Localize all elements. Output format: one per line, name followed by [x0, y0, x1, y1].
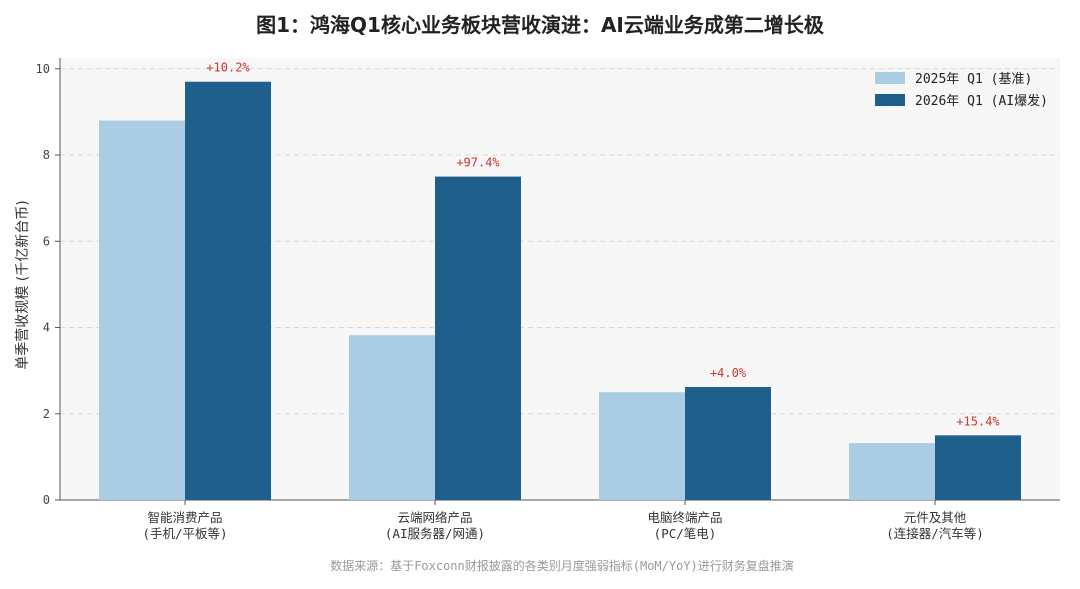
y-tick-label: 2 [43, 407, 50, 421]
x-tick-label: 电脑终端产品 [647, 510, 722, 525]
bar-series-2-2 [435, 176, 521, 500]
y-axis-label: 单季营收规模 (千亿新台币) [15, 200, 31, 369]
source-note: 数据来源：基于Foxconn财报披露的各类别月度强弱指标(MoM/YoY)进行财… [330, 558, 794, 573]
bar-series-1-2 [349, 335, 435, 500]
bar-series-1-1 [99, 120, 185, 501]
data-label-2: +97.4% [456, 156, 500, 170]
y-tick-label: 4 [43, 321, 50, 335]
x-tick-label: (手机/平板等) [142, 526, 227, 541]
legend-entry-1: 2025年 Q1 (基准) [915, 72, 1032, 87]
x-tick-label: (AI服务器/网通) [385, 526, 485, 541]
category-labels: 智能消费产品(手机/平板等) 云端网络产品(AI服务器/网通) 电脑终端产品(PC/… [142, 510, 983, 541]
bars [99, 81, 1021, 501]
chart-title: 图1：鸿海Q1核心业务板块营收演进：AI云端业务成第二增长极 [256, 13, 825, 37]
data-label-3: +4.0% [710, 366, 747, 380]
legend-swatch-1 [875, 72, 905, 84]
bar-series-2-3 [685, 387, 771, 500]
legend: 2025年 Q1 (基准) 2026年 Q1 (AI爆发) [875, 72, 1048, 109]
data-label-4: +15.4% [956, 414, 1000, 428]
x-tick-label: 元件及其他 [904, 510, 967, 525]
legend-entry-2: 2026年 Q1 (AI爆发) [915, 93, 1048, 109]
bar-series-2-4 [935, 435, 1021, 500]
y-tick-label: 6 [43, 234, 50, 248]
data-label-1: +10.2% [206, 61, 250, 75]
legend-swatch-2 [875, 94, 905, 106]
x-tick-label: (连接器/汽车等) [886, 526, 984, 541]
x-tick-label: (PC/笔电) [654, 526, 717, 541]
bar-series-1-4 [849, 443, 935, 500]
y-tick-label: 8 [43, 148, 50, 162]
bar-series-2-1 [185, 81, 271, 500]
y-tick-label: 0 [43, 493, 50, 507]
data-labels: +10.2% +97.4% +4.0% +15.4% [206, 61, 1000, 429]
x-tick-label: 云端网络产品 [397, 510, 472, 525]
y-tick-label: 10 [36, 62, 50, 76]
bar-series-1-3 [599, 392, 685, 500]
x-tick-label: 智能消费产品 [147, 510, 222, 525]
